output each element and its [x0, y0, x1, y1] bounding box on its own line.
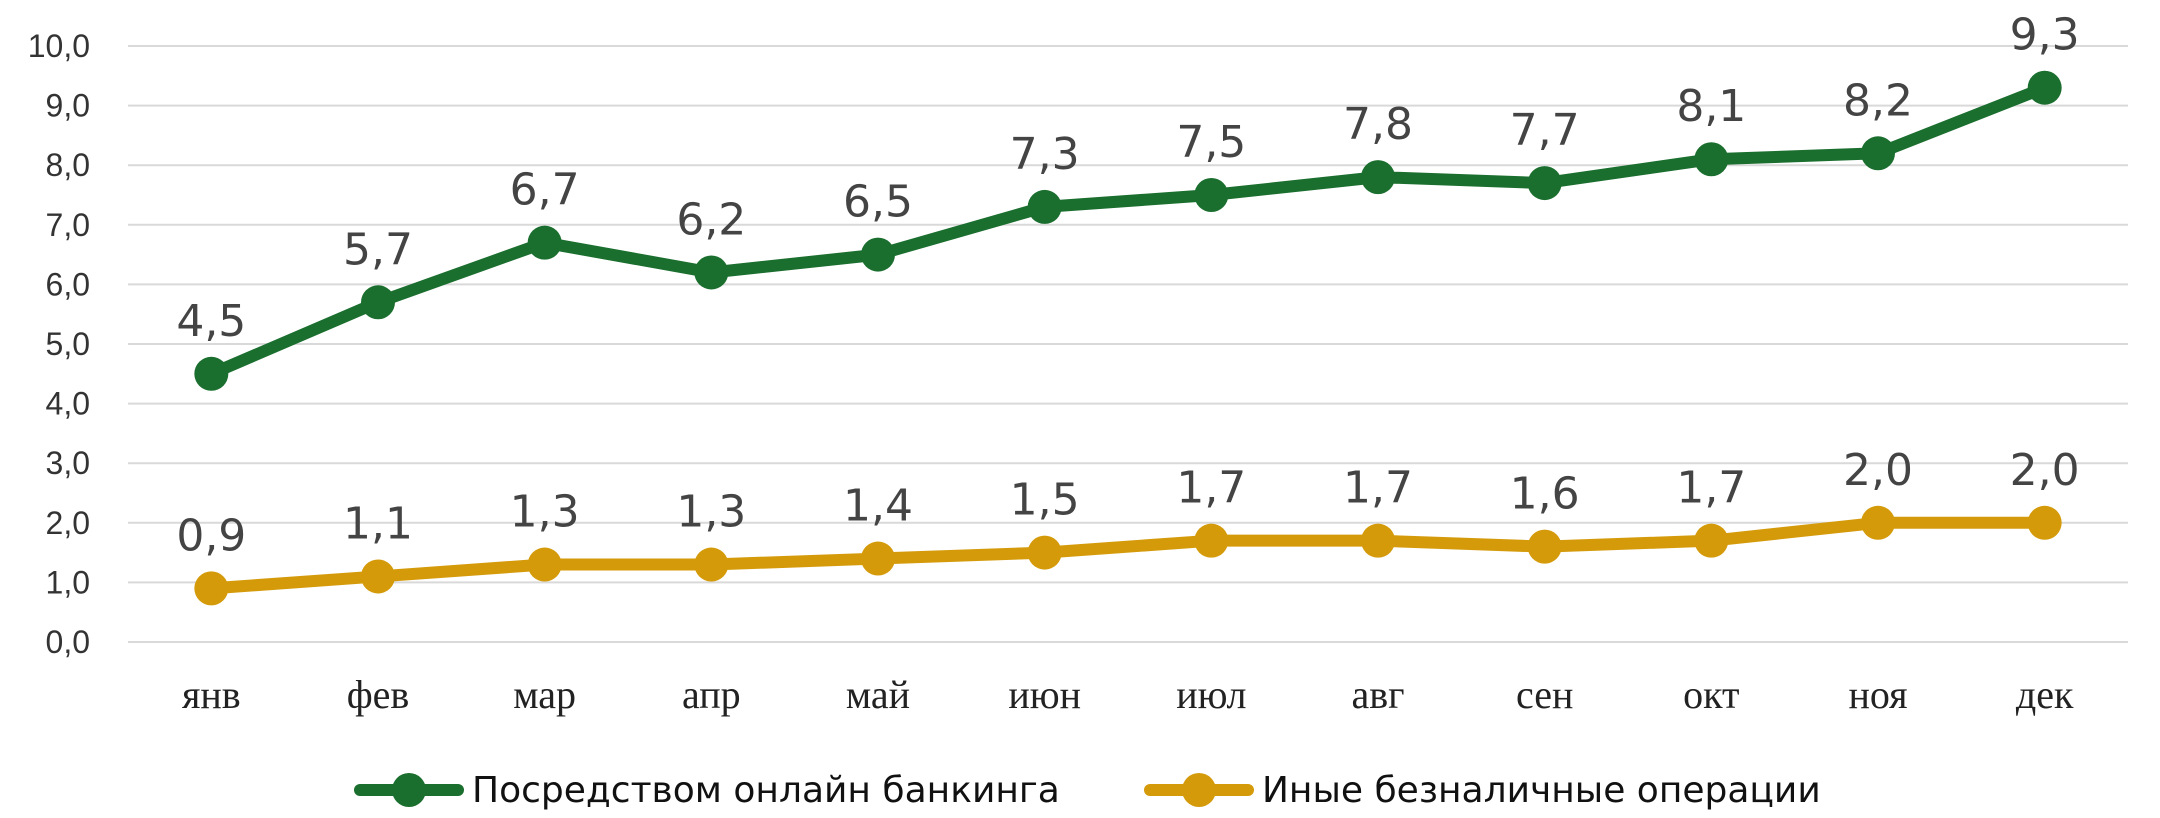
x-tick-label: авг: [1351, 672, 1404, 717]
y-tick-label: 10,0: [28, 28, 90, 64]
x-tick-label: апр: [682, 672, 741, 717]
data-label: 2,0: [2010, 445, 2080, 496]
data-label: 0,9: [176, 510, 246, 561]
data-label: 1,7: [1176, 463, 1246, 514]
y-tick-label: 3,0: [46, 445, 90, 481]
data-point: [194, 571, 229, 606]
data-labels: 4,5 5,7 6,7 6,2 6,5 7,3 7,5 7,8 7,7 8,1 8,2 9,3 0,9 1…: [176, 10, 2079, 562]
data-point: [1694, 142, 1729, 177]
y-tick-label: 4,0: [46, 386, 90, 422]
y-tick-label: 7,0: [46, 207, 90, 243]
data-label: 8,1: [1676, 81, 1746, 132]
y-tick-label: 0,0: [46, 624, 90, 660]
data-point: [361, 285, 395, 320]
data-label: 5,7: [343, 224, 413, 275]
data-point: [1027, 535, 1062, 570]
x-tick-label: июл: [1176, 672, 1246, 717]
gridlines: [128, 45, 2128, 643]
x-tick-label: мар: [513, 672, 576, 717]
y-tick-label: 2,0: [46, 505, 90, 541]
y-tick-label: 1,0: [46, 564, 90, 600]
series-line: [205, 81, 2051, 380]
data-label: 7,7: [1510, 105, 1580, 156]
x-axis-tick-labels: янв фев мар апр май июн июл авг сен окт ноя дек: [182, 672, 2074, 717]
y-tick-label: 6,0: [46, 266, 90, 302]
data-point: [1194, 178, 1229, 212]
x-tick-label: май: [846, 672, 910, 717]
data-label: 1,5: [1010, 475, 1080, 526]
data-point: [194, 356, 229, 391]
x-tick-label: дек: [2016, 672, 2074, 717]
legend-label: Иные безналичные операции: [1262, 770, 1821, 811]
data-label: 2,0: [1843, 445, 1913, 496]
data-label: 7,3: [1010, 129, 1080, 180]
data-point: [1861, 505, 1895, 540]
data-label: 1,1: [343, 498, 413, 549]
data-point: [527, 547, 562, 582]
data-label: 6,2: [676, 194, 746, 245]
data-label: 8,2: [1843, 75, 1913, 126]
data-point: [694, 547, 729, 582]
data-point: [861, 541, 895, 576]
x-tick-label: сен: [1516, 672, 1573, 717]
data-point: [527, 225, 562, 260]
data-point: [1527, 166, 1562, 201]
data-label: 1,4: [843, 481, 913, 532]
data-label: 1,3: [510, 487, 580, 538]
x-tick-label: окт: [1683, 672, 1739, 717]
data-label: 1,7: [1676, 463, 1746, 514]
legend: Посредством онлайн банкинга Иные безналич…: [354, 770, 1821, 811]
series-lines: [194, 70, 2062, 606]
data-point: [1027, 189, 1062, 224]
data-point: [861, 237, 895, 272]
data-label: 6,5: [843, 177, 913, 228]
data-point: [2027, 505, 2062, 540]
data-point: [1361, 160, 1395, 195]
data-label: 7,5: [1176, 117, 1246, 168]
y-axis-tick-labels: 0,0 1,0 2,0 3,0 4,0 5,0 6,0 7,0 8,0 9,0 10,0: [28, 28, 90, 660]
data-label: 1,7: [1343, 463, 1413, 514]
legend-label: Посредством онлайн банкинга: [472, 770, 1060, 811]
y-tick-label: 5,0: [46, 326, 90, 362]
data-label: 9,3: [2010, 10, 2080, 61]
data-label: 6,7: [510, 165, 580, 216]
x-tick-label: июн: [1008, 672, 1081, 717]
y-tick-label: 9,0: [46, 88, 90, 124]
series-line: [205, 516, 2051, 595]
data-label: 7,8: [1343, 99, 1413, 150]
data-point: [1527, 529, 1562, 564]
data-point: [361, 559, 395, 594]
y-tick-label: 8,0: [46, 147, 90, 183]
data-point: [1861, 136, 1895, 171]
data-point: [1694, 523, 1729, 558]
data-label: 4,5: [176, 296, 246, 347]
x-tick-label: фев: [347, 672, 410, 717]
data-point: [694, 255, 729, 290]
legend-dot-marker: [392, 773, 426, 807]
data-point: [2027, 70, 2062, 105]
data-point: [1194, 523, 1229, 558]
data-point: [1361, 523, 1395, 558]
x-tick-label: янв: [182, 672, 241, 717]
legend-dot-marker: [1182, 773, 1216, 807]
data-label: 1,6: [1510, 469, 1580, 520]
data-label: 1,3: [676, 487, 746, 538]
x-tick-label: ноя: [1848, 672, 1907, 717]
